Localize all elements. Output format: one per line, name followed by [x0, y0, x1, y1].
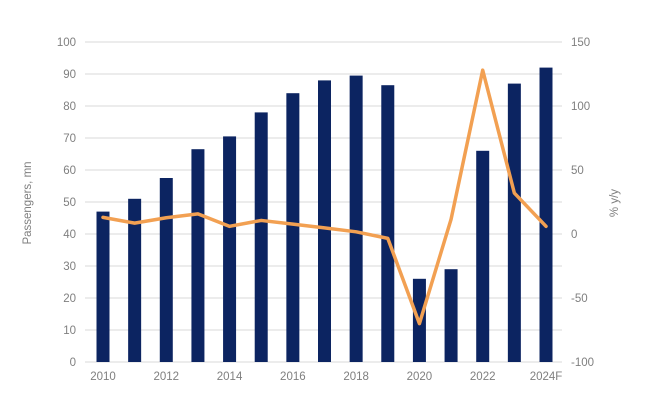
line-series [101, 68, 548, 326]
left-tick-label: 80 [63, 101, 76, 113]
bar [96, 211, 110, 362]
bar [507, 83, 521, 362]
bar [286, 93, 300, 362]
bar [159, 178, 173, 362]
left-tick-label: 0 [70, 357, 76, 369]
right-tick-label: 150 [571, 37, 590, 49]
x-tick-label: 2016 [280, 371, 306, 383]
x-tick-label: 2018 [343, 371, 369, 383]
left-tick-label: 100 [57, 37, 76, 49]
bar [476, 150, 490, 362]
left-tick-label: 40 [63, 229, 76, 241]
bar [381, 85, 395, 362]
bar [191, 149, 205, 362]
left-axis-tick-labels: 0 10 20 30 40 50 60 70 80 90 100 [57, 37, 76, 369]
right-tick-label: -100 [571, 357, 594, 369]
left-tick-label: 30 [63, 261, 76, 273]
x-tick-label: 2012 [153, 371, 179, 383]
right-tick-label: 50 [571, 165, 584, 177]
left-tick-label: 20 [63, 293, 76, 305]
x-tick-label: 2014 [217, 371, 243, 383]
left-tick-label: 70 [63, 133, 76, 145]
x-tick-label: 2024F [530, 371, 563, 383]
left-tick-label: 10 [63, 325, 76, 337]
right-tick-label: 100 [571, 101, 590, 113]
trend-line [101, 68, 548, 326]
bar-series [96, 67, 553, 363]
x-tick-label: 2020 [407, 371, 433, 383]
right-axis-tick-labels: -100 -50 0 50 100 150 [571, 37, 594, 369]
left-tick-label: 90 [63, 69, 76, 81]
bar [223, 136, 237, 362]
bar [128, 198, 142, 362]
bar [318, 80, 331, 363]
right-axis-title: % y/y [609, 189, 621, 217]
left-tick-label: 50 [63, 197, 76, 209]
right-tick-label: -50 [571, 293, 588, 305]
bar [444, 269, 458, 362]
bar [254, 112, 268, 363]
left-axis-title: Passengers, mn [22, 161, 34, 244]
x-tick-label: 2010 [90, 371, 116, 383]
bar [539, 67, 553, 362]
bar [349, 75, 363, 362]
right-tick-label: 0 [571, 229, 577, 241]
x-axis-tick-labels: 2010 2012 2014 2016 2018 2020 2022 2024F [90, 371, 562, 383]
x-tick-label: 2022 [470, 371, 496, 383]
left-tick-label: 60 [63, 165, 76, 177]
